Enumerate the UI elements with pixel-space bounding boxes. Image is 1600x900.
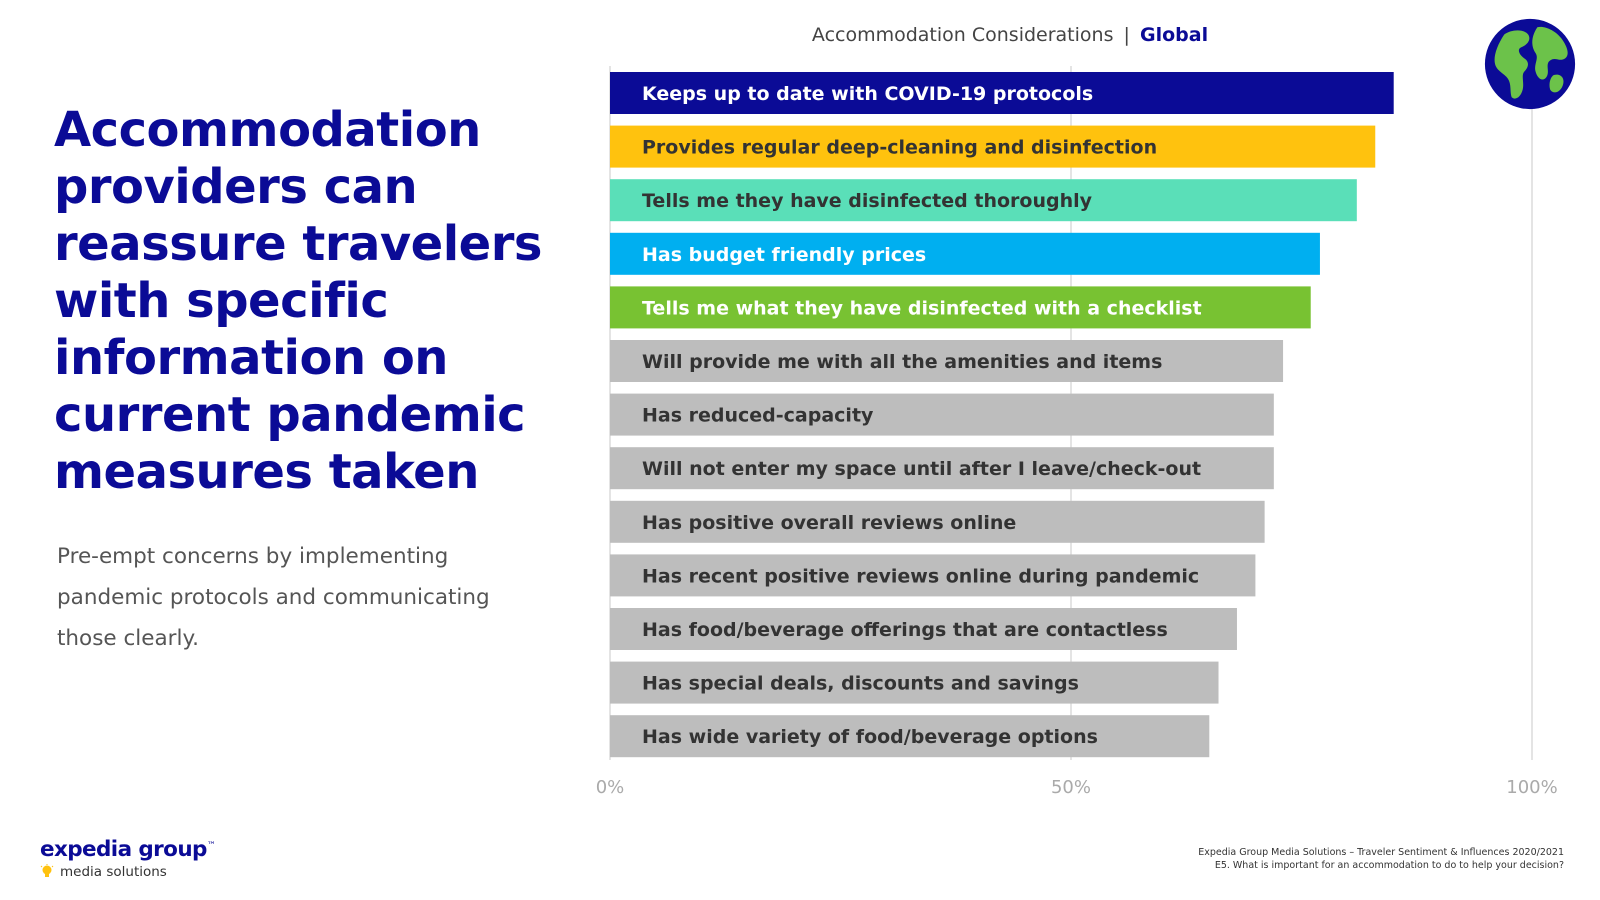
- chart-title: Accommodation Considerations | Global: [760, 24, 1260, 46]
- bar-label-11: Has special deals, discounts and savings: [642, 673, 1079, 695]
- bar-label-0: Keeps up to date with COVID-19 protocols: [642, 83, 1093, 105]
- chart-title-separator: |: [1123, 24, 1130, 46]
- bar-4: [610, 286, 1311, 329]
- bar-3: [610, 232, 1320, 275]
- bar-label-9: Has recent positive reviews online durin…: [642, 565, 1199, 587]
- chart-x-ticks: 0% 50% 100%: [596, 777, 1558, 798]
- chart-title-main: Accommodation Considerations: [811, 24, 1114, 46]
- source-line-1: Expedia Group Media Solutions – Traveler…: [1198, 847, 1564, 858]
- expedia-group-logo: expedia group™ media solutions: [40, 834, 216, 881]
- chart-title-region: Global: [1139, 24, 1209, 46]
- bar-10: [610, 608, 1237, 650]
- bar-label-12: Has wide variety of food/beverage option…: [642, 726, 1098, 748]
- bar-label-3: Has budget friendly prices: [642, 244, 926, 266]
- bar-label-4: Tells me what they have disinfected with…: [642, 297, 1202, 319]
- bar-label-10: Has food/beverage offerings that are con…: [642, 619, 1168, 641]
- x-tick-label-50: 50%: [1051, 777, 1091, 798]
- headline: Accommodation providers can reassure tra…: [54, 102, 542, 500]
- globe-icon: [1484, 18, 1576, 110]
- x-tick-label-0: 0%: [596, 777, 625, 798]
- bar-8: [610, 500, 1265, 543]
- bar-9: [610, 554, 1256, 597]
- bar-2: [610, 179, 1357, 222]
- bar-label-7: Will not enter my space until after I le…: [642, 458, 1201, 480]
- bar-6: [610, 393, 1274, 436]
- bar-12: [610, 715, 1210, 758]
- bar-label-2: Tells me they have disinfected thoroughl…: [642, 190, 1093, 212]
- bar-chart: Keeps up to date with COVID-19 protocols…: [596, 66, 1558, 798]
- bar-label-6: Has reduced-capacity: [642, 405, 874, 427]
- bar-1: [610, 125, 1376, 168]
- source-note: Expedia Group Media Solutions – Traveler…: [1198, 846, 1564, 872]
- bar-label-5: Will provide me with all the amenities a…: [642, 351, 1162, 373]
- bar-5: [610, 340, 1284, 382]
- lightbulb-icon: [40, 864, 54, 878]
- bar-11: [610, 661, 1219, 704]
- logo-subtext: media solutions: [60, 864, 167, 881]
- bar-label-8: Has positive overall reviews online: [642, 512, 1016, 534]
- x-tick-label-100: 100%: [1506, 777, 1557, 798]
- bar-0: [610, 72, 1394, 114]
- bar-7: [610, 447, 1274, 490]
- bar-label-1: Provides regular deep-cleaning and disin…: [642, 137, 1157, 159]
- logo-wordmark: expedia group™: [40, 837, 216, 863]
- source-line-2: E5. What is important for an accommodati…: [1214, 860, 1564, 871]
- chart-bars: Keeps up to date with COVID-19 protocols…: [610, 72, 1394, 758]
- subtext: Pre-empt concerns by implementing pandem…: [57, 544, 490, 651]
